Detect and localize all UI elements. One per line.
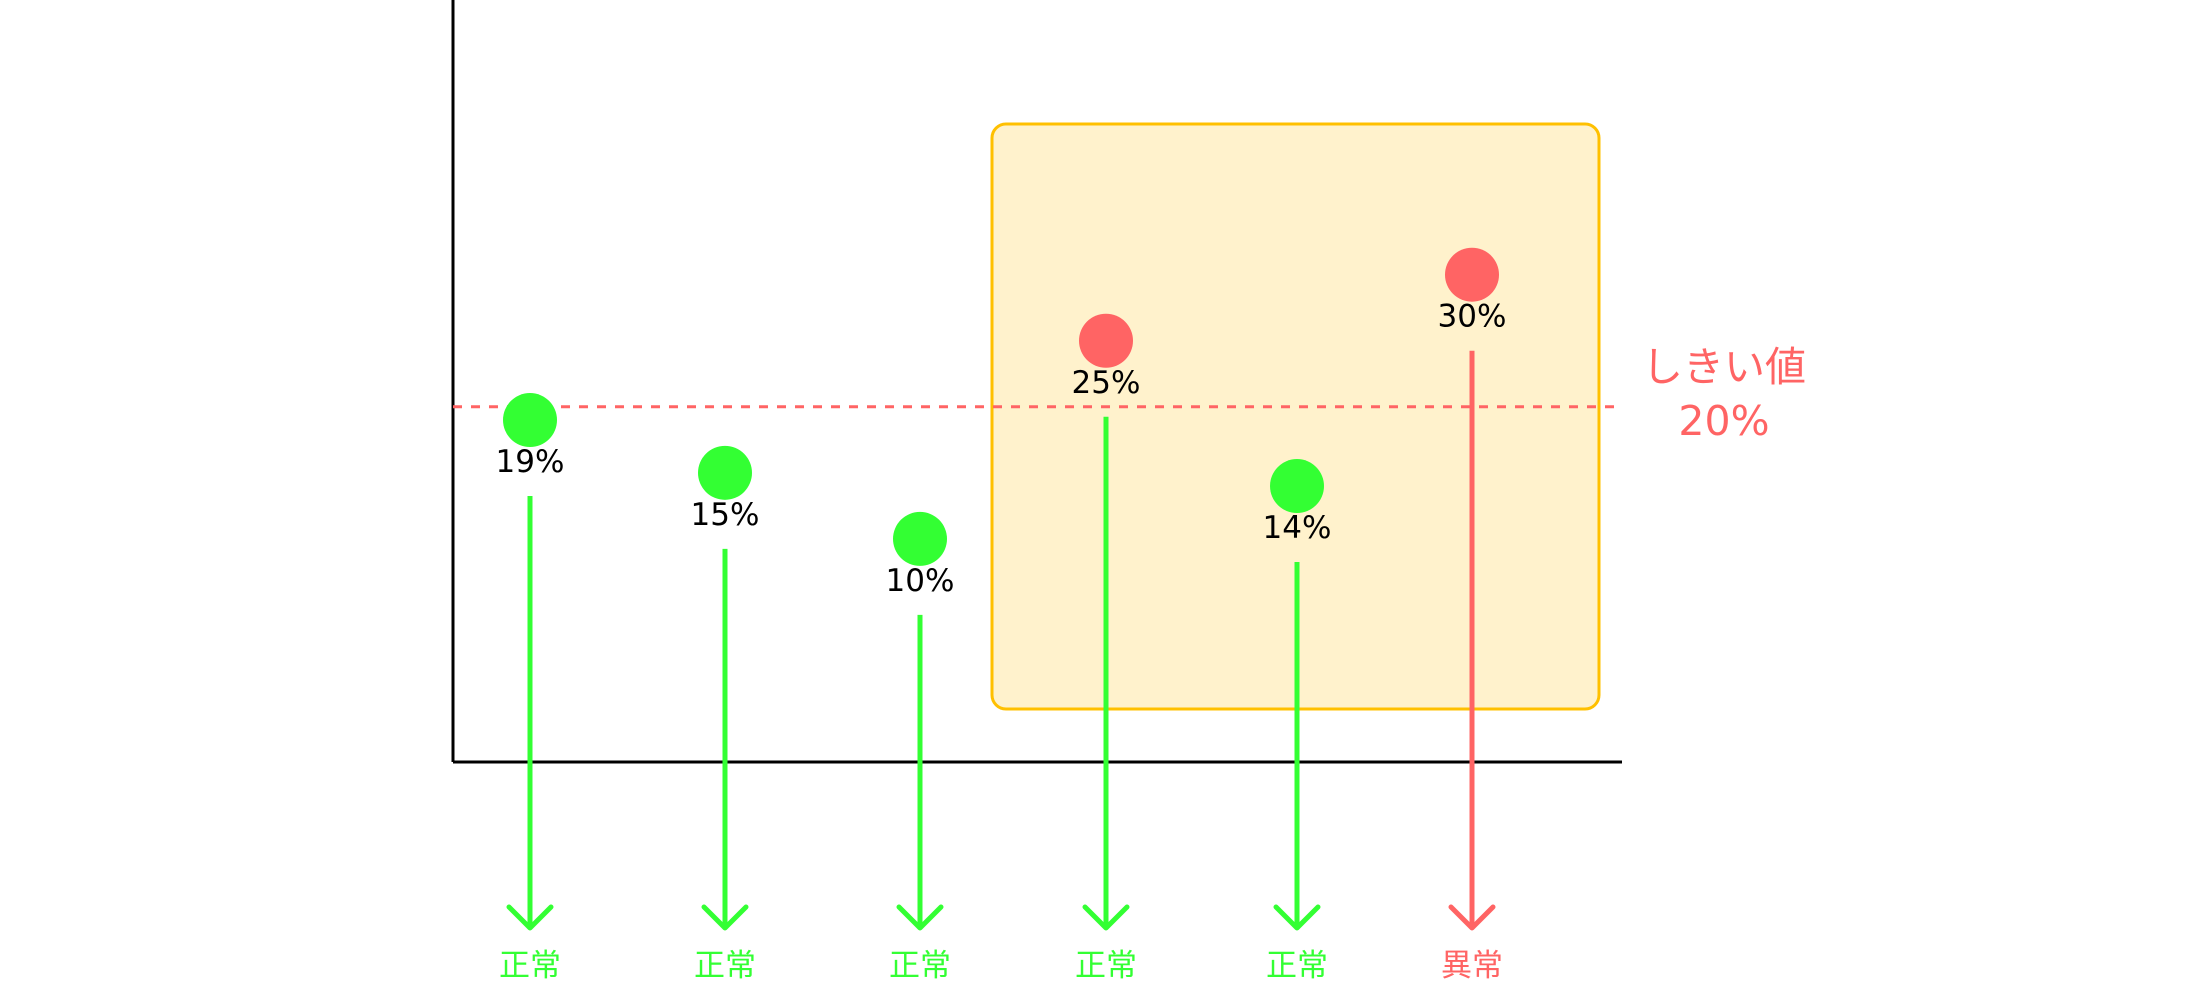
data-label-2: 15% bbox=[691, 497, 760, 533]
data-point-2 bbox=[698, 445, 752, 500]
arrow-head-5 bbox=[1273, 904, 1321, 931]
result-label-5: 正常 bbox=[1266, 948, 1328, 982]
data-label-3: 10% bbox=[886, 563, 955, 599]
result-label-3: 正常 bbox=[889, 948, 951, 982]
data-point-1 bbox=[503, 393, 557, 448]
threshold-value-label: 20% bbox=[1678, 397, 1769, 445]
data-label-6: 30% bbox=[1438, 299, 1507, 335]
arrow-head-6 bbox=[1448, 904, 1496, 931]
result-label-4: 正常 bbox=[1075, 948, 1137, 982]
data-point-5 bbox=[1270, 459, 1324, 514]
data-label-1: 19% bbox=[496, 444, 565, 480]
arrow-head-4 bbox=[1082, 904, 1130, 931]
data-label-5: 14% bbox=[1263, 510, 1332, 546]
data-point-6 bbox=[1445, 247, 1499, 302]
data-label-4: 25% bbox=[1072, 365, 1141, 401]
threshold-label: しきい値 bbox=[1642, 343, 1806, 391]
result-label-1: 正常 bbox=[499, 948, 561, 982]
arrow-head-3 bbox=[896, 904, 944, 931]
arrow-head-1 bbox=[506, 904, 554, 931]
arrow-head-2 bbox=[701, 904, 749, 931]
data-point-4 bbox=[1079, 313, 1133, 368]
result-label-2: 正常 bbox=[694, 948, 756, 982]
data-point-3 bbox=[893, 511, 947, 566]
result-label-6: 異常 bbox=[1441, 948, 1503, 982]
data-marks: 19% 正常 15% 正常 10% 正常 25% 正常 14% 正常 30% 異常 bbox=[496, 247, 1507, 984]
